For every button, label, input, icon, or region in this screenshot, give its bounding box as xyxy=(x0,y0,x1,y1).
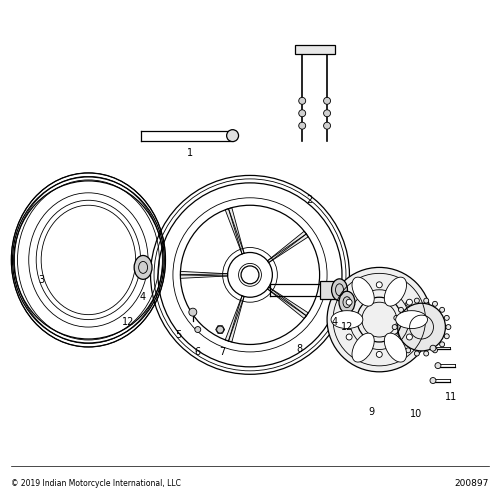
Text: 9: 9 xyxy=(369,406,375,416)
Circle shape xyxy=(406,302,410,306)
Circle shape xyxy=(324,110,330,116)
Text: 4: 4 xyxy=(140,292,146,302)
Circle shape xyxy=(398,308,404,312)
Circle shape xyxy=(424,351,428,356)
Circle shape xyxy=(430,345,436,351)
Ellipse shape xyxy=(134,256,152,280)
Circle shape xyxy=(444,334,450,338)
Circle shape xyxy=(406,334,412,340)
Circle shape xyxy=(324,98,330,104)
Circle shape xyxy=(406,348,410,353)
Text: 12: 12 xyxy=(122,317,134,327)
Text: 5: 5 xyxy=(175,330,181,340)
Ellipse shape xyxy=(331,310,363,328)
Circle shape xyxy=(394,316,399,320)
Text: © 2019 Indian Motorcycle International, LLC: © 2019 Indian Motorcycle International, … xyxy=(12,479,181,488)
Circle shape xyxy=(327,268,432,372)
Circle shape xyxy=(195,326,201,332)
Polygon shape xyxy=(225,296,244,342)
Circle shape xyxy=(346,299,352,305)
Circle shape xyxy=(406,299,412,305)
Circle shape xyxy=(216,326,224,333)
Circle shape xyxy=(424,298,428,303)
Text: 10: 10 xyxy=(410,409,422,419)
Circle shape xyxy=(189,308,197,316)
Text: 2: 2 xyxy=(306,196,313,205)
Ellipse shape xyxy=(384,333,406,362)
Circle shape xyxy=(394,334,399,338)
Circle shape xyxy=(446,324,451,330)
Bar xyxy=(295,44,335,54)
Circle shape xyxy=(398,303,446,351)
Text: 3: 3 xyxy=(38,275,44,285)
Circle shape xyxy=(440,342,444,347)
Text: 4: 4 xyxy=(332,317,338,327)
Text: 8: 8 xyxy=(296,344,303,354)
Text: 12: 12 xyxy=(341,322,353,332)
Circle shape xyxy=(346,334,352,340)
Circle shape xyxy=(414,351,420,356)
Polygon shape xyxy=(268,287,308,318)
Circle shape xyxy=(398,342,404,347)
Circle shape xyxy=(414,298,420,303)
Ellipse shape xyxy=(396,310,428,328)
Text: 1: 1 xyxy=(188,148,194,158)
Ellipse shape xyxy=(352,333,374,362)
Circle shape xyxy=(226,130,238,141)
Polygon shape xyxy=(225,208,244,254)
Circle shape xyxy=(298,110,306,116)
Text: 6: 6 xyxy=(194,347,201,357)
Ellipse shape xyxy=(384,277,406,306)
Circle shape xyxy=(440,308,444,312)
Bar xyxy=(320,281,337,298)
Ellipse shape xyxy=(332,279,347,300)
Circle shape xyxy=(324,122,330,129)
Circle shape xyxy=(392,324,397,330)
Polygon shape xyxy=(180,272,228,278)
Text: 11: 11 xyxy=(446,392,458,402)
Ellipse shape xyxy=(339,292,355,313)
Circle shape xyxy=(435,362,441,368)
Circle shape xyxy=(432,302,438,306)
Ellipse shape xyxy=(12,173,166,347)
Circle shape xyxy=(376,352,382,358)
Circle shape xyxy=(432,348,438,353)
Circle shape xyxy=(444,316,450,320)
Ellipse shape xyxy=(352,277,374,306)
Circle shape xyxy=(298,98,306,104)
Text: 7: 7 xyxy=(220,347,226,357)
Circle shape xyxy=(430,378,436,384)
Circle shape xyxy=(298,122,306,129)
Polygon shape xyxy=(268,231,308,262)
Text: 200897: 200897 xyxy=(454,479,488,488)
Circle shape xyxy=(376,282,382,288)
